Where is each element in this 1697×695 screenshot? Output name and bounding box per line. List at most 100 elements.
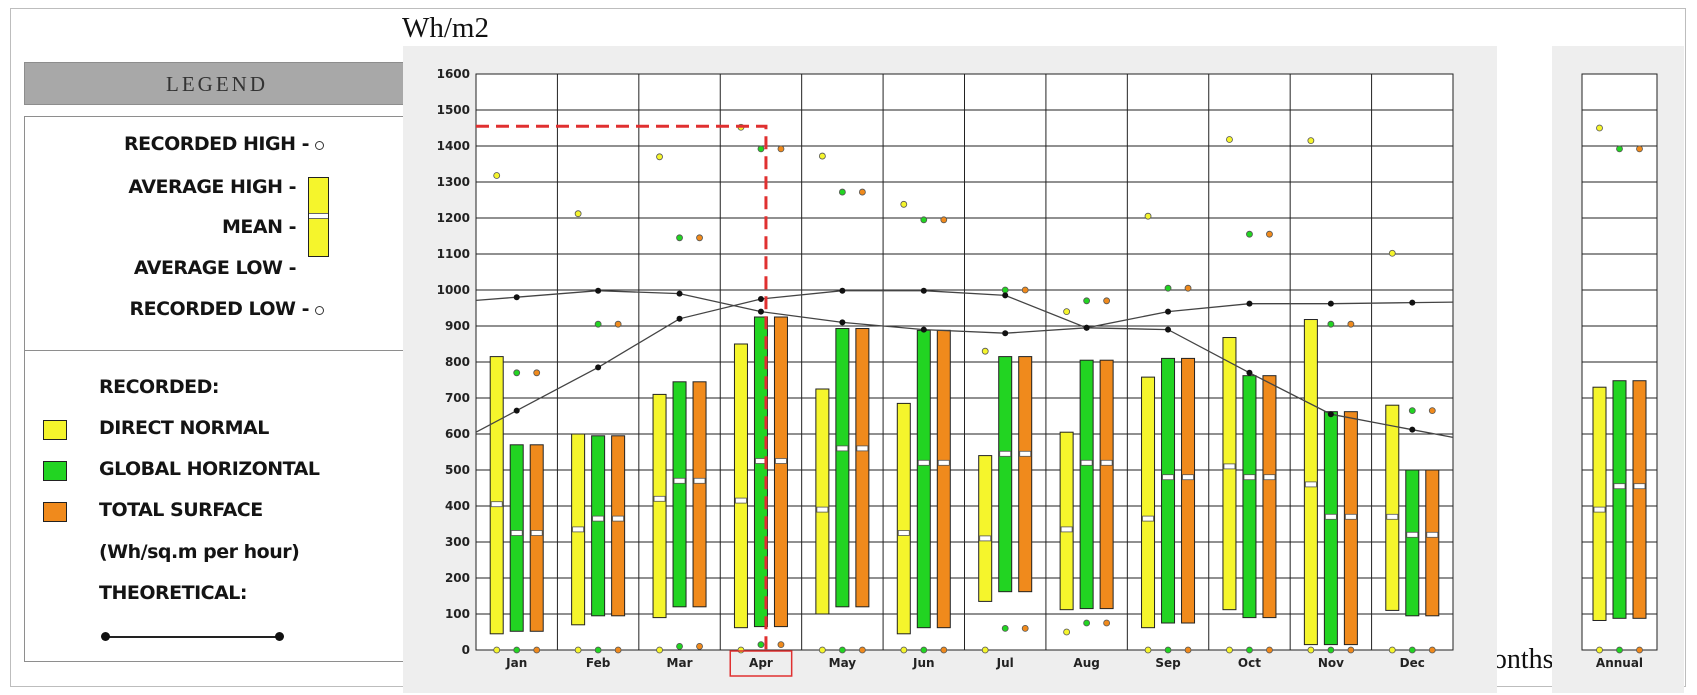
rec-high-ts-Sep [1184,284,1192,292]
bar-dn-Mar [652,393,667,619]
bar-gh-Jul [998,356,1013,593]
bar-gh-Apr [753,316,768,628]
rec-low-ts-Aug [1103,619,1111,627]
rec-low-dn-Jul [981,646,989,654]
y-tick-300: 300 [445,535,470,549]
mean-dn-Sep [1142,515,1154,522]
rec-high-dn-Jun [900,200,908,208]
bar-ts-Dec [1425,469,1440,617]
bar-ts-Apr [773,316,788,628]
rec-high-ts-Aug [1103,297,1111,305]
x-tick-Nov: Nov [1318,656,1344,670]
rec-low-dn-annual [1596,646,1603,654]
bar-dn-Dec [1385,404,1400,611]
mean-dn-Aug [1060,526,1073,533]
y-tick-1300: 1300 [437,175,470,189]
mean-dn-Feb [572,526,585,533]
rec-low-dn-Sep [1144,646,1152,654]
mean-ts-Nov [1344,513,1357,520]
bar-dn-Oct [1222,337,1237,611]
y-tick-1400: 1400 [437,139,470,153]
rec-high-dn-annual [1596,124,1603,132]
rec-low-gh-Apr [757,641,765,648]
y-tick-1000: 1000 [437,283,470,297]
x-tick-Jul: Jul [996,656,1014,670]
rec-high-gh-Apr [757,145,765,153]
rec-high-dn-Aug [1063,308,1071,316]
rec-high-gh-Jul [1001,286,1009,294]
rec-high-ts-Jan [533,369,541,377]
mean-ts-Oct [1263,474,1276,481]
mean-gh-Jan [510,530,523,536]
rec-high-gh-Dec [1408,407,1416,415]
theoretical-global-horizontal-point-Feb [595,364,602,371]
rec-high-ts-May [858,188,866,196]
legend: LEGEND RECORDED HIGH - AVERAGE HIGH - ME… [22,62,412,662]
theoretical-global-horizontal-point-Aug [1083,324,1090,331]
legend-theoretical-dot-right [275,632,284,641]
rec-low-gh-Aug [1083,619,1091,627]
bar-ts-May [855,328,870,608]
bar-dn-Sep [1141,376,1156,629]
mean-dn-Jun [897,530,910,536]
legend-global-horizontal-swatch [43,461,67,481]
rec-low-dn-Mar [656,646,663,654]
mean-ts-Sep [1182,474,1194,481]
mean-ts-May [856,445,869,452]
bar-ts-annual [1632,380,1647,619]
mean-dn-May [816,506,829,513]
rec-low-dn-Oct [1226,646,1233,654]
rec-low-gh-Oct [1246,646,1253,654]
x-tick-Feb: Feb [586,656,611,670]
mean-ts-annual [1633,483,1646,490]
rec-low-ts-Feb [614,646,622,654]
rec-low-ts-Apr [777,641,785,648]
x-tick-Oct: Oct [1238,656,1261,670]
mean-ts-Jun [937,459,950,466]
rec-high-ts-annual [1636,145,1643,153]
highlight-month-box [729,650,793,677]
rec-low-ts-Oct [1266,646,1273,654]
legend-divider [25,350,409,351]
rec-low-gh-Feb [594,646,602,654]
rec-low-dn-Jan [493,646,501,654]
theoretical-global-horizontal-point-Jan [513,407,520,414]
rec-high-dn-Sep [1144,212,1152,220]
rec-low-gh-Sep [1164,646,1172,654]
rec-low-dn-May [818,646,826,654]
legend-theoretical-label: THEORETICAL: [99,582,248,604]
y-tick-200: 200 [445,571,470,585]
legend-global-horizontal-label: GLOBAL HORIZONTAL [99,458,320,480]
mean-gh-Jun [917,459,930,466]
rec-low-gh-Jan [513,646,521,654]
rec-high-dn-Oct [1226,136,1233,143]
x-tick-Jan: Jan [505,656,527,670]
bar-dn-annual [1592,386,1607,621]
rec-low-gh-Jul [1001,625,1009,632]
x-tick-Mar: Mar [667,656,693,670]
theoretical-direct-normal-point-Jan [513,294,520,301]
highlight-dashed-line [476,124,768,652]
y-tick-800: 800 [445,355,470,369]
rec-low-ts-Mar [696,643,703,650]
legend-total-surface-label: TOTAL SURFACE [99,499,263,521]
mean-ts-Mar [693,477,706,484]
mean-dn-Jul [979,535,992,542]
rec-high-ts-Feb [614,320,622,328]
bar-dn-Jan [489,356,504,635]
rec-low-ts-Jan [533,646,541,654]
legend-theoretical-line [105,636,279,638]
rec-high-gh-annual [1616,145,1623,153]
rec-high-ts-Dec [1428,407,1436,415]
bar-dn-May [815,388,830,615]
legend-theoretical-dot-left [101,632,110,641]
mean-gh-May [836,445,849,452]
theoretical-global-horizontal-point-Dec [1409,426,1416,433]
legend-box-marker [308,177,329,257]
rec-high-ts-Jul [1021,286,1029,294]
mean-dn-Nov [1304,481,1317,488]
legend-mean-label: MEAN - [222,216,297,238]
rec-high-dn-Nov [1307,137,1315,145]
legend-recorded-low-label: RECORDED LOW - [129,298,309,320]
